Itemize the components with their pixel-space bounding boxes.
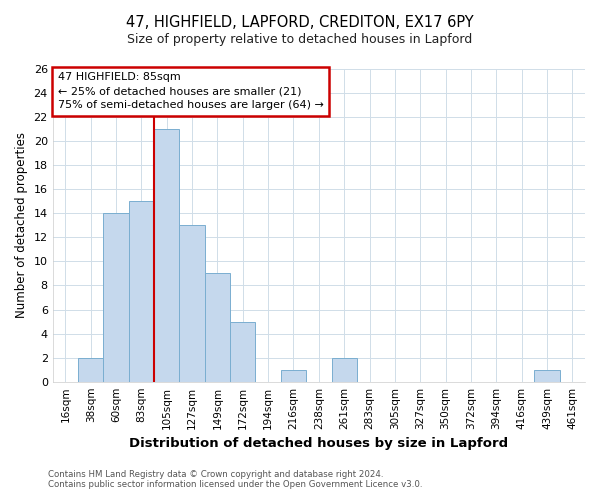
Bar bbox=[78, 358, 103, 382]
Text: 47 HIGHFIELD: 85sqm
← 25% of detached houses are smaller (21)
75% of semi-detach: 47 HIGHFIELD: 85sqm ← 25% of detached ho… bbox=[58, 72, 324, 110]
Y-axis label: Number of detached properties: Number of detached properties bbox=[15, 132, 28, 318]
Text: Size of property relative to detached houses in Lapford: Size of property relative to detached ho… bbox=[127, 32, 473, 46]
Text: Contains HM Land Registry data © Crown copyright and database right 2024.
Contai: Contains HM Land Registry data © Crown c… bbox=[48, 470, 422, 489]
Bar bbox=[281, 370, 306, 382]
Bar bbox=[230, 322, 256, 382]
Bar bbox=[535, 370, 560, 382]
Bar bbox=[179, 226, 205, 382]
X-axis label: Distribution of detached houses by size in Lapford: Distribution of detached houses by size … bbox=[129, 437, 508, 450]
Bar bbox=[205, 274, 230, 382]
Bar bbox=[332, 358, 357, 382]
Text: 47, HIGHFIELD, LAPFORD, CREDITON, EX17 6PY: 47, HIGHFIELD, LAPFORD, CREDITON, EX17 6… bbox=[126, 15, 474, 30]
Bar bbox=[154, 129, 179, 382]
Bar bbox=[129, 202, 154, 382]
Bar bbox=[103, 214, 129, 382]
